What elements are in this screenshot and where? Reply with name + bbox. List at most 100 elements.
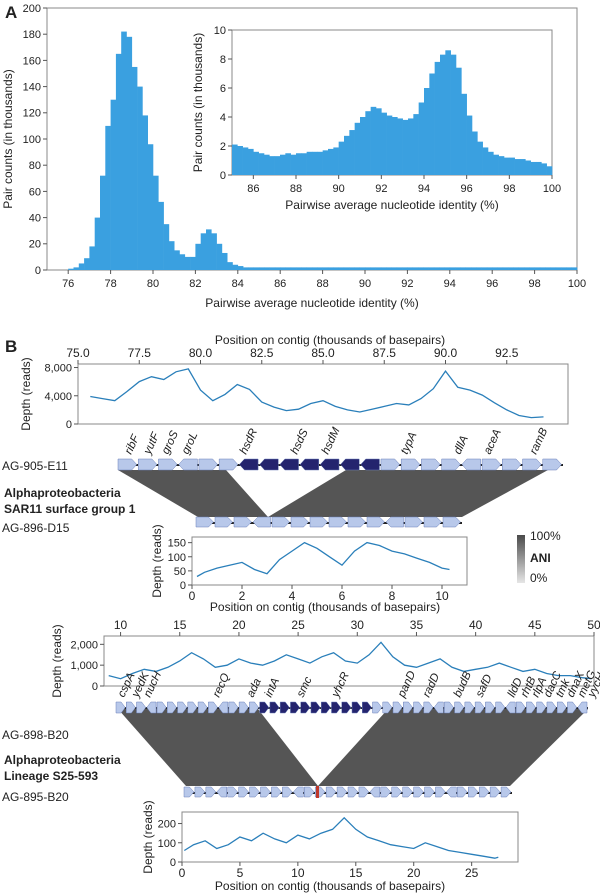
histogram-bar [370,267,376,270]
histogram-bar [158,201,164,270]
histogram-bar [434,61,441,175]
gene-arrow [205,786,217,798]
gene-arrow [146,701,157,714]
histogram-bar [466,115,473,175]
histogram-bar [402,119,409,175]
y-tick-label: 0 [220,170,226,182]
y-axis-label: Pair counts (in thousands) [191,33,205,172]
x-tick-label: 20 [407,866,421,880]
gene-arrow [351,701,362,714]
gene-arrow [495,701,506,714]
y-tick-label: 8 [220,54,226,66]
histogram-bar [147,144,154,270]
gene-arrow [478,786,490,798]
histogram-bar [349,267,355,270]
gene-arrow [542,458,562,471]
depth-plot-898-b20: 0 1,000 2,000 10 15 20 25 30 35 40 45 50 Depth (read… [50,618,600,698]
y-tick-label: 4,000 [44,391,72,403]
gene-arrow [233,516,252,528]
x-tick-label: 92.5 [495,346,519,360]
y-tick-label: 60 [29,186,41,198]
gene-arrow [464,701,475,714]
gene-arrow [515,701,526,714]
histogram-bar [498,156,505,175]
histogram-bar [100,175,106,270]
histogram-bar [317,151,323,175]
depth-line [196,541,450,578]
histogram-bar [424,88,430,175]
histogram-bar [211,233,217,270]
x-tick-label: 87.5 [373,346,397,360]
gene-arrow [167,701,177,714]
gene-arrow [526,701,537,714]
x-tick-label: 15 [349,866,363,880]
histogram-bar [392,117,398,175]
gene-arrow [177,701,188,714]
gene-arrow [300,701,311,714]
gene-arrow [208,701,218,714]
gene-arrow [360,458,380,471]
gene-arrow [178,458,198,471]
histogram-bar [418,102,425,175]
gene-arrow [194,786,206,798]
y-tick-label: 0 [180,580,186,592]
gene-arrow [442,516,461,528]
histogram-bar [237,146,243,175]
gene-arrow [279,701,290,714]
gene-arrow [249,701,259,714]
histogram-bar [264,267,270,270]
x-tick-label: 10 [291,866,305,880]
x-tick-label: 78 [104,278,116,290]
histogram-bar [354,267,360,270]
y-tick-label: 150 [168,538,186,550]
y-tick-label: 180 [23,29,41,41]
y-tick-label: 2,000 [70,639,98,651]
junction-marker [316,786,319,798]
top-position-axis-title: Position on contig (thousands of basepai… [215,333,445,347]
plot-frame [77,363,569,425]
histogram-bar [408,118,414,175]
histogram-bar [536,161,542,175]
histogram-bar [359,267,366,270]
gene-arrow [252,516,271,528]
histogram-bar [412,267,419,270]
ani-max-label: 100% [530,529,561,543]
y-tick-label: 100 [158,838,176,850]
x-tick-label: 40 [469,618,483,632]
y-tick-label: 100 [168,552,186,564]
depth-line [90,368,544,419]
histogram-bar [488,151,494,175]
histogram-bar [539,267,546,270]
histogram-bar [306,267,313,270]
gene-arrow [341,701,352,714]
histogram-bar [530,161,537,175]
histogram-inset: 86 88 90 92 94 96 98 100 0 2 4 6 8 10 Pairwise average… [191,25,561,212]
histogram-bar [121,31,127,270]
x-tick-label: 30 [351,618,365,632]
histogram-bar [386,267,392,270]
gene-arrow [457,786,468,798]
gene-arrow [444,701,454,714]
histogram-bar [380,267,387,270]
depth-plot-905-e11: 0 4,000 8,000 75.0 77.5 80.0 82.5 85.0 87.5 90.0 9… [19,346,569,431]
y-tick-label: 120 [23,108,41,120]
gene-arrow [392,701,403,714]
gene-label: hsdS [289,427,311,456]
gene-arrow [156,701,167,714]
gene-arrow [328,516,347,528]
gene-arrow [292,786,304,798]
x-axis-label: Pairwise average nucleotide identity (%) [285,198,498,212]
gene-arrow [474,701,485,714]
gene-arrow [369,786,381,798]
x-tick-label: 96 [486,278,498,290]
histogram-bar [153,175,159,270]
x-tick-label: 5 [237,866,244,880]
gene-arrow [505,701,516,714]
histogram-bar [520,159,526,175]
gene-arrow [366,516,385,528]
y-tick-label: 160 [23,55,41,67]
gene-arrow [577,701,588,714]
histogram-bar [333,267,339,270]
